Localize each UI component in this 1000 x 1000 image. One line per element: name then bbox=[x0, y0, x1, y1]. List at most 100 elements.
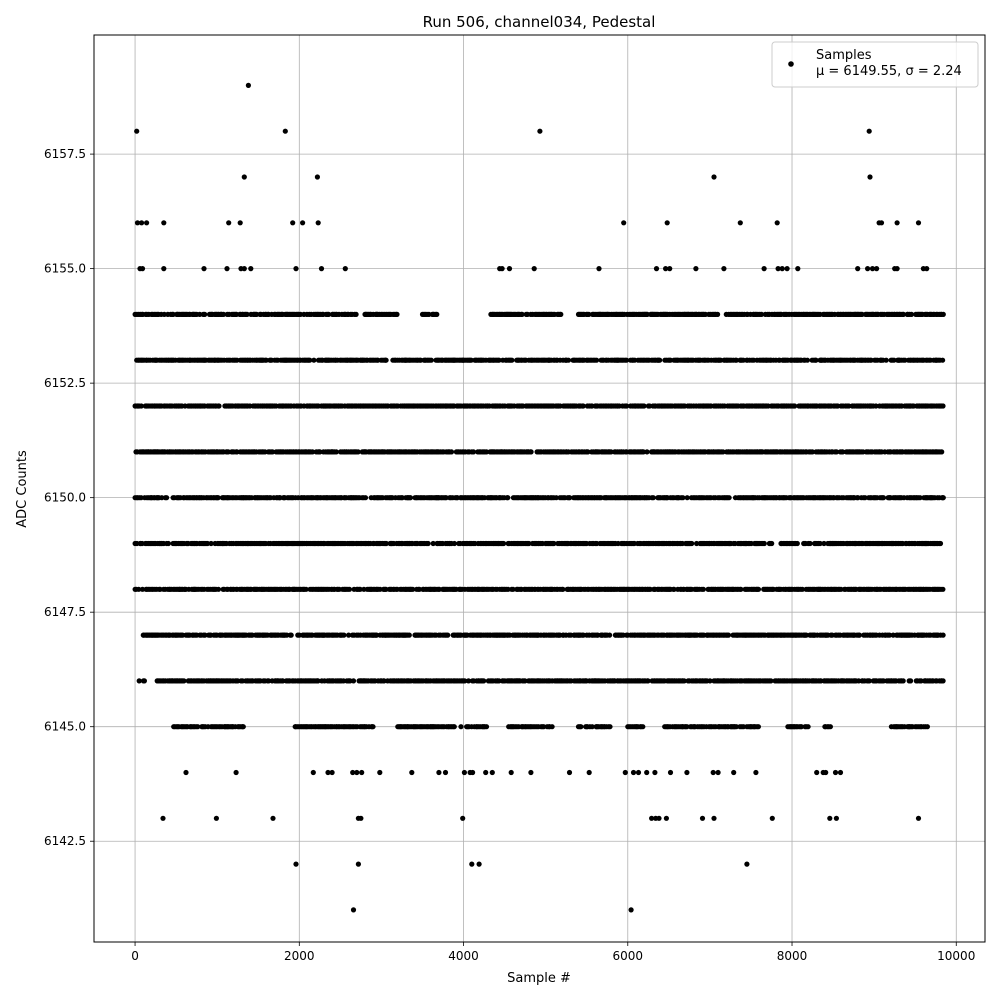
data-point bbox=[769, 815, 775, 821]
data-point bbox=[792, 403, 798, 409]
data-point bbox=[827, 815, 833, 821]
data-point bbox=[803, 632, 809, 638]
data-point bbox=[216, 403, 222, 409]
data-point bbox=[442, 769, 449, 776]
data-point bbox=[667, 769, 674, 776]
data-point bbox=[483, 724, 490, 730]
data-point bbox=[731, 769, 737, 776]
data-point bbox=[607, 632, 613, 638]
data-point bbox=[476, 861, 482, 867]
data-point bbox=[900, 678, 906, 684]
data-point bbox=[333, 449, 339, 455]
data-point bbox=[394, 311, 400, 317]
data-point bbox=[940, 403, 946, 409]
data-point bbox=[640, 724, 646, 730]
data-point bbox=[940, 678, 946, 684]
data-point bbox=[794, 540, 800, 547]
data-point bbox=[451, 724, 457, 730]
data-point bbox=[694, 540, 700, 547]
data-point bbox=[434, 311, 440, 317]
data-point bbox=[560, 586, 566, 592]
data-point bbox=[761, 540, 767, 547]
data-point bbox=[522, 678, 528, 684]
data-point bbox=[244, 311, 250, 317]
data-point bbox=[715, 769, 721, 776]
data-point bbox=[551, 540, 557, 547]
data-point bbox=[594, 357, 600, 363]
data-point bbox=[470, 449, 477, 455]
data-point bbox=[465, 678, 472, 684]
data-point bbox=[866, 678, 872, 684]
data-point bbox=[645, 678, 651, 684]
data-point bbox=[908, 678, 914, 684]
data-point bbox=[663, 815, 670, 821]
data-point bbox=[624, 403, 630, 409]
data-point bbox=[720, 449, 726, 455]
data-point bbox=[310, 769, 316, 776]
data-point bbox=[635, 769, 642, 776]
data-point bbox=[628, 907, 634, 913]
data-point bbox=[623, 357, 630, 363]
data-point bbox=[428, 357, 434, 363]
data-point bbox=[303, 586, 309, 592]
data-point bbox=[915, 815, 922, 821]
data-point bbox=[769, 540, 775, 547]
data-point bbox=[883, 357, 889, 363]
data-point bbox=[346, 586, 353, 592]
data-point bbox=[768, 678, 774, 684]
data-point bbox=[940, 495, 946, 501]
data-point bbox=[489, 769, 495, 776]
data-point bbox=[809, 449, 816, 455]
data-point bbox=[833, 815, 840, 821]
data-point bbox=[649, 815, 655, 821]
data-point bbox=[139, 586, 146, 592]
data-point bbox=[266, 678, 272, 684]
data-point bbox=[410, 586, 416, 592]
data-point bbox=[804, 357, 811, 363]
data-point bbox=[377, 769, 383, 776]
data-point bbox=[350, 678, 357, 684]
data-points bbox=[132, 82, 946, 913]
data-point bbox=[755, 724, 762, 730]
data-point bbox=[202, 311, 208, 317]
data-point bbox=[215, 495, 221, 501]
data-point bbox=[755, 586, 762, 592]
data-point bbox=[813, 357, 819, 363]
data-point bbox=[136, 678, 142, 684]
data-point bbox=[353, 311, 359, 317]
data-point bbox=[689, 540, 695, 547]
data-point bbox=[566, 769, 573, 776]
data-point bbox=[939, 449, 945, 455]
data-point bbox=[481, 678, 487, 684]
data-point bbox=[798, 724, 805, 730]
data-point bbox=[917, 495, 923, 501]
data-point bbox=[873, 403, 879, 409]
data-point bbox=[293, 861, 299, 867]
data-point bbox=[469, 861, 475, 867]
data-point bbox=[711, 815, 717, 821]
data-point bbox=[204, 540, 211, 547]
data-point bbox=[821, 540, 827, 547]
data-point bbox=[341, 632, 347, 638]
data-point bbox=[644, 769, 650, 776]
data-point bbox=[213, 815, 219, 821]
data-point bbox=[553, 495, 559, 501]
data-point bbox=[165, 540, 171, 547]
data-point bbox=[817, 540, 823, 547]
data-point bbox=[607, 724, 613, 730]
data-point bbox=[684, 769, 690, 776]
data-point bbox=[586, 769, 592, 776]
data-point bbox=[886, 632, 893, 638]
data-point bbox=[346, 632, 352, 638]
data-point bbox=[458, 724, 464, 730]
data-point bbox=[565, 357, 572, 363]
data-point bbox=[707, 678, 713, 684]
data-point bbox=[753, 769, 759, 776]
data-point bbox=[357, 586, 363, 592]
data-point bbox=[309, 449, 316, 455]
data-point bbox=[138, 403, 144, 409]
data-point bbox=[315, 678, 321, 684]
data-point bbox=[445, 632, 451, 638]
data-point bbox=[937, 540, 944, 547]
